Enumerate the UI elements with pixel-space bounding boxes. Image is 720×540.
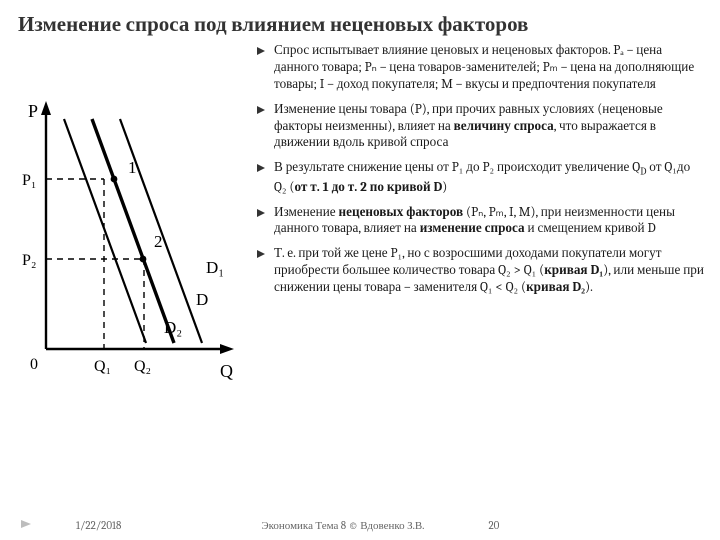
footer-page-number: 20: [488, 519, 499, 532]
footer-marker-icon: [20, 519, 32, 532]
bullet-item: В результате снижение цены от P₁ до P₂ п…: [256, 160, 704, 196]
bullet-item: Т. е. при той же цене P₁, но с возросшим…: [256, 246, 704, 297]
point-1: [111, 176, 118, 183]
label-d2: D₂: [164, 318, 182, 337]
bullets-column: Спрос испытывает влияние ценовых и нецен…: [256, 43, 706, 487]
demand-chart: P Q 0 P₁ P₂ Q₁: [16, 89, 246, 389]
xtick-q1: Q₁: [94, 358, 111, 375]
bullet-text: Спрос испытывает влияние ценовых и нецен…: [274, 43, 704, 94]
label-point-1: 1: [128, 158, 137, 177]
label-point-2: 2: [154, 232, 163, 251]
content-row: P Q 0 P₁ P₂ Q₁: [14, 43, 706, 487]
bullet-text: В результате снижение цены от P₁ до P₂ п…: [274, 160, 704, 196]
label-d1: D₁: [206, 258, 224, 277]
footer-center: Экономика Тема 8 © Вдовенко З.В.: [261, 519, 424, 532]
bullet-item: Изменение цены товара (P), при прочих ра…: [256, 102, 704, 153]
chart-column: P Q 0 P₁ P₂ Q₁: [14, 43, 248, 487]
footer: 1/22/2018 Экономика Тема 8 © Вдовенко З.…: [0, 519, 720, 532]
bullet-text: Изменение цены товара (P), при прочих ра…: [274, 102, 704, 153]
label-d: D: [196, 290, 208, 309]
footer-date: 1/22/2018: [76, 519, 121, 532]
y-axis-label: P: [28, 101, 38, 121]
bullet-item: Изменение неценовых факторов (Pₙ, Pₘ, I,…: [256, 205, 704, 239]
ytick-p2: P₂: [22, 252, 36, 269]
bullet-arrow-icon: [256, 246, 274, 297]
bullet-text: Изменение неценовых факторов (Pₙ, Pₘ, I,…: [274, 205, 704, 239]
ytick-p1: P₁: [22, 172, 36, 189]
slide-title: Изменение спроса под влиянием неценовых …: [14, 12, 706, 37]
x-axis-label: Q: [220, 361, 233, 381]
point-2: [140, 256, 147, 263]
bullet-arrow-icon: [256, 205, 274, 239]
bullet-arrow-icon: [256, 160, 274, 196]
xtick-q2: Q₂: [134, 358, 151, 375]
bullet-item: Спрос испытывает влияние ценовых и нецен…: [256, 43, 704, 94]
bullet-arrow-icon: [256, 43, 274, 94]
bullet-text: Т. е. при той же цене P₁, но с возросшим…: [274, 246, 704, 297]
origin-label: 0: [30, 356, 38, 373]
bullet-arrow-icon: [256, 102, 274, 153]
